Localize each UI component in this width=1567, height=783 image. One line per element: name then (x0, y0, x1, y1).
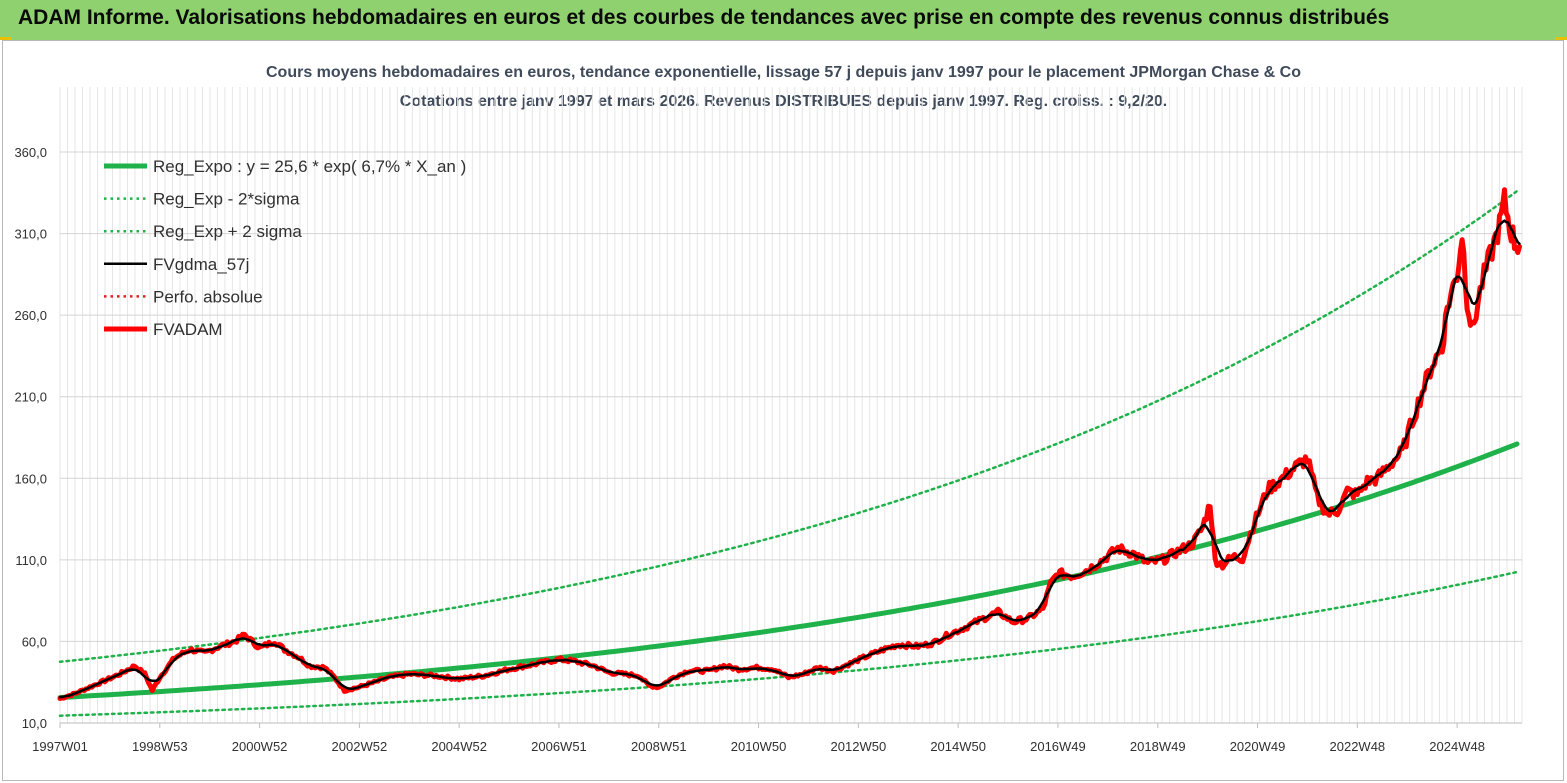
series-line-2 (58, 189, 1519, 664)
plot-series (57, 187, 1522, 717)
banner-accent-left (0, 37, 12, 40)
x-tick-label: 2024W48 (1429, 739, 1485, 754)
legend-label: FVgdma_57j (153, 255, 249, 274)
legend-label: Perfo. absolue (153, 287, 263, 306)
series-line-0 (57, 441, 1520, 700)
x-tick-label: 2010W50 (731, 739, 787, 754)
chart-title: Cours moyens hebdomadaires en euros, ten… (266, 64, 1301, 81)
report-title: ADAM Informe. Valorisations hebdomadaire… (18, 6, 1390, 29)
report-banner: ADAM Informe. Valorisations hebdomadaire… (0, 0, 1567, 40)
x-tick-label: 2008W51 (631, 739, 687, 754)
y-axis: 10,0 60,0 110,0 160,0 210,0 260,0 310,0 360,0 (14, 145, 47, 731)
legend-label: FVADAM (153, 320, 223, 339)
y-tick-label: 310,0 (14, 227, 47, 242)
legend-label: Reg_Exp - 2*sigma (153, 190, 300, 209)
chart-subtitle: Cotations entre janv 1997 et mars 2026. … (399, 93, 1168, 110)
x-tick-label: 2002W52 (332, 739, 388, 754)
x-tick-label: 2014W50 (930, 739, 986, 754)
series-line-3 (58, 219, 1521, 699)
banner-accent-right (1555, 37, 1567, 40)
x-tick-label: 2000W52 (232, 739, 288, 754)
y-tick-label: 110,0 (15, 553, 47, 568)
y-tick-label: 360,0 (14, 145, 47, 160)
x-tick-label: 2004W52 (431, 739, 487, 754)
x-tick-label: 1998W53 (132, 739, 188, 754)
x-tick-label: 1997W01 (32, 739, 88, 754)
y-tick-label: 160,0 (14, 471, 47, 486)
legend-label: Reg_Exp + 2 sigma (153, 222, 302, 241)
y-tick-label: 10,0 (22, 716, 47, 731)
x-tick-label: 2012W50 (831, 739, 887, 754)
legend-label: Reg_Expo : y = 25,6 * exp( 6,7% * X_an ) (153, 157, 466, 176)
x-axis: 1997W01 1998W53 2000W52 2002W52 2004W52 2006W… (32, 722, 1522, 754)
x-tick-label: 2006W51 (531, 739, 587, 754)
x-tick-label: 2018W49 (1130, 739, 1186, 754)
x-tick-label: 2016W49 (1030, 739, 1086, 754)
y-tick-label: 260,0 (14, 308, 47, 323)
x-tick-label: 2020W49 (1230, 739, 1286, 754)
y-tick-label: 210,0 (14, 390, 47, 405)
series-line-5 (57, 187, 1522, 701)
legend: Reg_Expo : y = 25,6 * exp( 6,7% * X_an )… (104, 157, 466, 339)
y-tick-label: 60,0 (22, 634, 47, 649)
x-tick-label: 2022W48 (1330, 739, 1386, 754)
